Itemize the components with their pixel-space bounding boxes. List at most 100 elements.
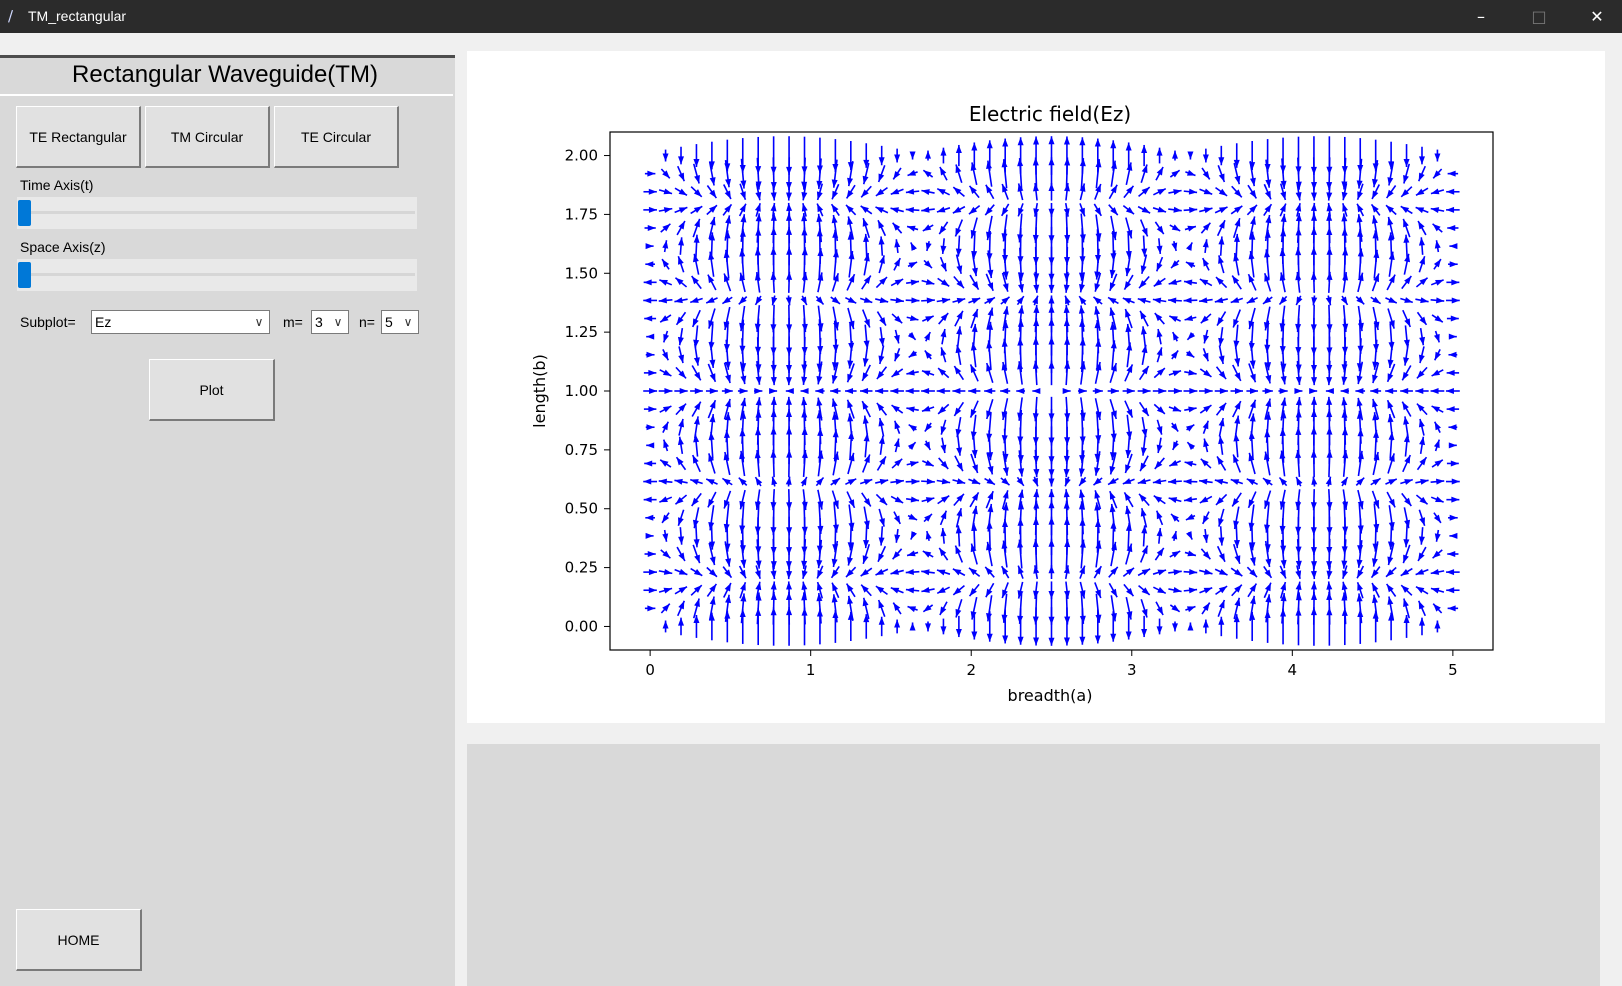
- chevron-down-icon[interactable]: ∨: [333, 315, 343, 329]
- y-tick-label: 0.00: [565, 617, 598, 635]
- field-arrowhead: [1048, 284, 1055, 293]
- n-select[interactable]: 5 ∨: [381, 310, 419, 334]
- field-arrowhead: [1448, 351, 1457, 358]
- subplot-select[interactable]: Ez ∨: [91, 310, 270, 334]
- field-arrowhead: [909, 622, 916, 631]
- field-arrowhead: [1280, 180, 1287, 189]
- space-axis-slider[interactable]: [17, 259, 417, 291]
- field-arrowhead: [1340, 477, 1348, 486]
- field-arrowhead: [1110, 588, 1118, 598]
- field-arrowhead: [1157, 569, 1167, 576]
- field-arrowhead: [1451, 297, 1460, 304]
- field-arrowhead: [1387, 414, 1394, 423]
- field-arrowhead: [1017, 234, 1024, 243]
- field-arrowhead: [1418, 617, 1425, 626]
- field-arrowhead: [1403, 339, 1410, 348]
- minimize-icon[interactable]: –: [1477, 7, 1485, 26]
- time-axis-slider[interactable]: [17, 197, 417, 229]
- chevron-down-icon[interactable]: ∨: [254, 315, 264, 329]
- field-arrowhead: [1233, 614, 1240, 623]
- field-arrowhead: [1449, 243, 1458, 250]
- field-arrowhead: [662, 223, 671, 232]
- field-arrowhead: [831, 204, 839, 213]
- field-arrowhead: [1218, 220, 1225, 229]
- y-tick-label: 1.50: [565, 264, 598, 282]
- field-arrowhead: [739, 545, 746, 554]
- field-arrowhead: [1309, 388, 1318, 394]
- field-arrowhead: [955, 608, 962, 618]
- field-arrowhead: [906, 406, 915, 413]
- field-arrowhead: [1311, 182, 1318, 191]
- chevron-down-icon[interactable]: ∨: [403, 315, 413, 329]
- field-arrowhead: [709, 388, 718, 394]
- field-arrowhead: [663, 587, 673, 594]
- field-arrowhead: [1280, 545, 1287, 554]
- field-arrowhead: [1310, 581, 1317, 590]
- field-arrowhead: [1033, 136, 1040, 145]
- field-arrowhead: [1249, 204, 1257, 213]
- field-arrowhead: [1311, 297, 1318, 306]
- field-arrowhead: [1218, 568, 1228, 575]
- home-button[interactable]: HOME: [16, 909, 142, 971]
- field-arrowhead: [1249, 388, 1258, 394]
- field-arrowhead: [1018, 468, 1025, 477]
- te-rectangular-button[interactable]: TE Rectangular: [16, 106, 141, 168]
- field-arrowhead: [801, 364, 808, 373]
- close-icon[interactable]: ✕: [1590, 7, 1604, 26]
- field-arrowhead: [1295, 376, 1302, 385]
- field-arrowhead: [1017, 615, 1024, 624]
- field-arrowhead: [1202, 534, 1209, 543]
- field-arrowhead: [971, 251, 978, 260]
- field-arrowhead: [662, 351, 669, 361]
- field-arrowhead: [970, 229, 977, 239]
- field-arrowhead: [860, 569, 869, 577]
- maximize-icon[interactable]: □: [1531, 7, 1547, 26]
- field-arrowhead: [1404, 479, 1413, 485]
- field-arrowhead: [724, 273, 730, 283]
- field-arrowhead: [1139, 493, 1147, 502]
- field-arrowhead: [1199, 297, 1208, 304]
- field-arrowhead: [893, 438, 900, 448]
- space-slider-thumb[interactable]: [18, 262, 31, 288]
- field-arrowhead: [1033, 637, 1040, 646]
- field-arrowhead: [1187, 331, 1196, 340]
- time-slider-thumb[interactable]: [18, 200, 31, 226]
- field-arrowhead: [1249, 177, 1256, 187]
- field-arrowhead: [649, 388, 658, 394]
- field-arrowhead: [1325, 296, 1332, 306]
- field-arrowhead: [1126, 409, 1133, 418]
- field-arrowhead: [658, 478, 667, 485]
- field-arrowhead: [755, 560, 762, 569]
- field-arrowhead: [1203, 587, 1213, 594]
- field-arrowhead: [1094, 254, 1101, 263]
- field-arrowhead: [956, 310, 963, 320]
- field-arrowhead: [1202, 222, 1211, 231]
- field-arrowhead: [848, 320, 855, 330]
- field-arrowhead: [863, 233, 870, 243]
- tm-circular-button[interactable]: TM Circular: [145, 106, 270, 168]
- field-arrowhead: [1419, 316, 1427, 325]
- field-arrowhead: [860, 388, 869, 394]
- field-arrowhead: [878, 173, 885, 182]
- field-arrowhead: [1403, 614, 1410, 623]
- field-arrowhead: [1126, 611, 1133, 620]
- plot-button[interactable]: Plot: [149, 359, 275, 421]
- field-arrowhead: [675, 496, 684, 505]
- field-arrowhead: [1326, 527, 1333, 536]
- field-arrowhead: [1032, 295, 1038, 305]
- field-arrowhead: [1033, 565, 1040, 574]
- field-arrowhead: [709, 541, 716, 550]
- n-label: n=: [359, 314, 375, 330]
- field-arrowhead: [1002, 283, 1009, 292]
- field-arrowhead: [708, 522, 715, 531]
- field-arrowhead: [1141, 206, 1151, 214]
- field-arrowhead: [816, 375, 823, 385]
- m-select[interactable]: 3 ∨: [311, 310, 349, 334]
- field-arrowhead: [1126, 229, 1133, 239]
- te-circular-button[interactable]: TE Circular: [274, 106, 399, 168]
- field-arrowhead: [878, 157, 885, 166]
- field-arrowhead: [1403, 434, 1410, 443]
- field-arrowhead: [1248, 274, 1255, 283]
- field-arrowhead: [940, 279, 950, 287]
